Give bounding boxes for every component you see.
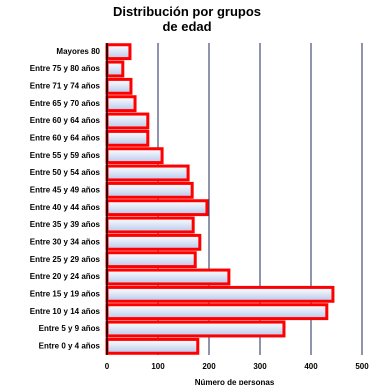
x-tick-label: 400 xyxy=(304,362,318,371)
y-tick-label: Entre 40 y 44 años xyxy=(30,203,101,212)
bar xyxy=(105,320,286,338)
y-tick-label: Entre 60 y 64 años xyxy=(30,116,101,125)
bar xyxy=(105,337,200,355)
bar xyxy=(105,112,150,130)
y-tick-label: Entre 65 y 70 años xyxy=(30,99,101,108)
y-tick-label: Entre 10 y 14 años xyxy=(30,307,101,316)
bar xyxy=(105,268,231,286)
bar xyxy=(105,233,202,251)
y-tick-label: Entre 0 y 4 años xyxy=(39,341,101,350)
y-tick-label: Entre 60 y 64 años xyxy=(30,133,101,142)
y-tick-label: Mayores 80 xyxy=(56,47,100,56)
y-tick-label: Entre 50 y 54 años xyxy=(30,168,101,177)
bar xyxy=(105,147,164,165)
y-tick-label: Entre 45 y 49 años xyxy=(30,185,101,194)
y-tick-label: Entre 71 y 74 años xyxy=(30,81,101,90)
bar xyxy=(105,129,150,147)
x-tick-label: 300 xyxy=(253,362,267,371)
bar xyxy=(105,199,209,217)
bar xyxy=(105,164,190,182)
bar xyxy=(105,77,133,95)
y-tick-label: Entre 5 y 9 años xyxy=(39,324,101,333)
y-tick-label: Entre 15 y 19 años xyxy=(30,289,101,298)
chart-title: Distribución por grupos de edad xyxy=(112,4,262,34)
x-tick-label: 200 xyxy=(202,362,216,371)
x-tick-label: 100 xyxy=(151,362,165,371)
x-tick-label: 0 xyxy=(105,362,110,371)
bar xyxy=(105,251,197,269)
y-tick-label: Entre 75 y 80 años xyxy=(30,64,101,73)
x-tick-label: 500 xyxy=(355,362,369,371)
y-tick-label: Entre 20 y 24 años xyxy=(30,272,101,281)
bar xyxy=(105,181,194,199)
y-tick-label: Entre 30 y 34 años xyxy=(30,237,101,246)
bar xyxy=(105,285,335,303)
y-tick-label: Entre 25 y 29 años xyxy=(30,255,101,264)
x-axis-label: Número de personas xyxy=(195,378,275,385)
y-tick-label: Entre 55 y 59 años xyxy=(30,151,101,160)
bar xyxy=(105,216,195,234)
bar xyxy=(105,60,125,78)
bar xyxy=(105,95,137,113)
bar xyxy=(105,303,329,321)
y-tick-label: Entre 35 y 39 años xyxy=(30,220,101,229)
bar xyxy=(105,43,132,61)
